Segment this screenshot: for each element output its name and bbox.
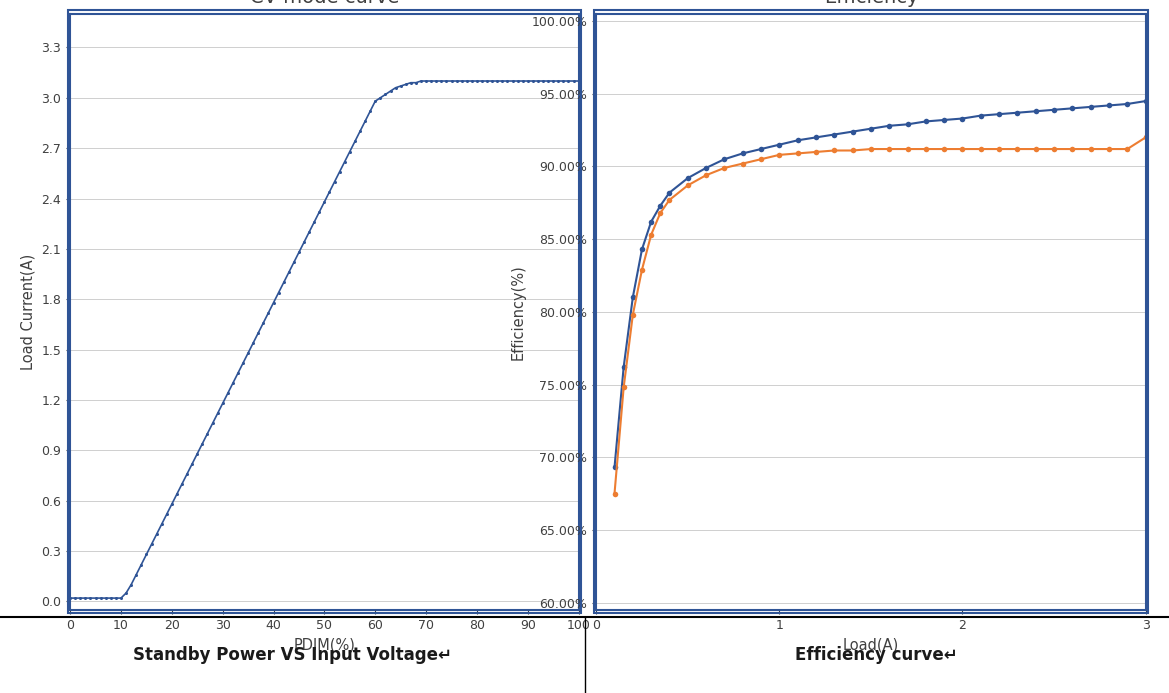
115Vac	[828, 146, 842, 155]
115Vac	[900, 145, 914, 153]
115Vac	[617, 383, 631, 392]
230Vac	[883, 122, 897, 130]
230Vac	[1010, 109, 1024, 117]
115Vac	[919, 145, 933, 153]
230Vac	[1139, 97, 1153, 105]
Y-axis label: Efficiency(%): Efficiency(%)	[511, 264, 526, 360]
230Vac	[828, 130, 842, 139]
230Vac	[653, 202, 667, 210]
230Vac	[773, 141, 787, 149]
115Vac	[653, 209, 667, 217]
115Vac	[1120, 145, 1134, 153]
230Vac	[644, 218, 658, 226]
115Vac	[699, 171, 713, 179]
115Vac	[1139, 133, 1153, 141]
115Vac	[718, 164, 732, 172]
115Vac	[1084, 145, 1098, 153]
230Vac	[625, 293, 639, 301]
115Vac	[625, 310, 639, 319]
230Vac	[1029, 107, 1043, 116]
230Vac	[992, 110, 1007, 119]
230Vac	[663, 188, 677, 197]
230Vac	[680, 174, 694, 182]
230Vac	[919, 117, 933, 125]
Line: 115Vac: 115Vac	[611, 134, 1148, 496]
230Vac	[974, 112, 988, 120]
230Vac	[699, 164, 713, 172]
115Vac	[608, 489, 622, 498]
115Vac	[809, 148, 823, 156]
X-axis label: Load(A): Load(A)	[843, 638, 899, 652]
115Vac	[938, 145, 952, 153]
Title: CV mode curve: CV mode curve	[250, 0, 399, 7]
230Vac	[845, 128, 859, 136]
115Vac	[644, 231, 658, 239]
115Vac	[790, 149, 804, 157]
230Vac	[1047, 105, 1061, 114]
115Vac	[735, 159, 749, 168]
115Vac	[1102, 145, 1116, 153]
115Vac	[992, 145, 1007, 153]
230Vac	[617, 363, 631, 371]
Text: Standby Power VS Input Voltage↵: Standby Power VS Input Voltage↵	[133, 646, 451, 664]
X-axis label: PDIM(%): PDIM(%)	[293, 638, 355, 652]
115Vac	[773, 150, 787, 159]
115Vac	[1010, 145, 1024, 153]
230Vac	[608, 463, 622, 471]
230Vac	[754, 145, 768, 153]
115Vac	[864, 145, 878, 153]
Line: 230Vac: 230Vac	[611, 98, 1148, 470]
115Vac	[635, 265, 649, 274]
230Vac	[900, 120, 914, 128]
230Vac	[1120, 100, 1134, 108]
115Vac	[1047, 145, 1061, 153]
115Vac	[680, 182, 694, 190]
115Vac	[883, 145, 897, 153]
230Vac	[735, 149, 749, 157]
230Vac	[809, 133, 823, 141]
115Vac	[1065, 145, 1079, 153]
230Vac	[1102, 101, 1116, 109]
115Vac	[1029, 145, 1043, 153]
115Vac	[955, 145, 969, 153]
115Vac	[974, 145, 988, 153]
Title: Efficiency: Efficiency	[824, 0, 918, 7]
230Vac	[635, 245, 649, 254]
230Vac	[864, 125, 878, 133]
230Vac	[790, 136, 804, 144]
230Vac	[938, 116, 952, 124]
230Vac	[718, 155, 732, 164]
115Vac	[754, 155, 768, 164]
230Vac	[955, 114, 969, 123]
115Vac	[845, 146, 859, 155]
Y-axis label: Load Current(A): Load Current(A)	[21, 254, 35, 370]
115Vac	[663, 195, 677, 204]
230Vac	[1084, 103, 1098, 111]
Text: Efficiency curve↵: Efficiency curve↵	[795, 646, 959, 664]
230Vac	[1065, 104, 1079, 112]
